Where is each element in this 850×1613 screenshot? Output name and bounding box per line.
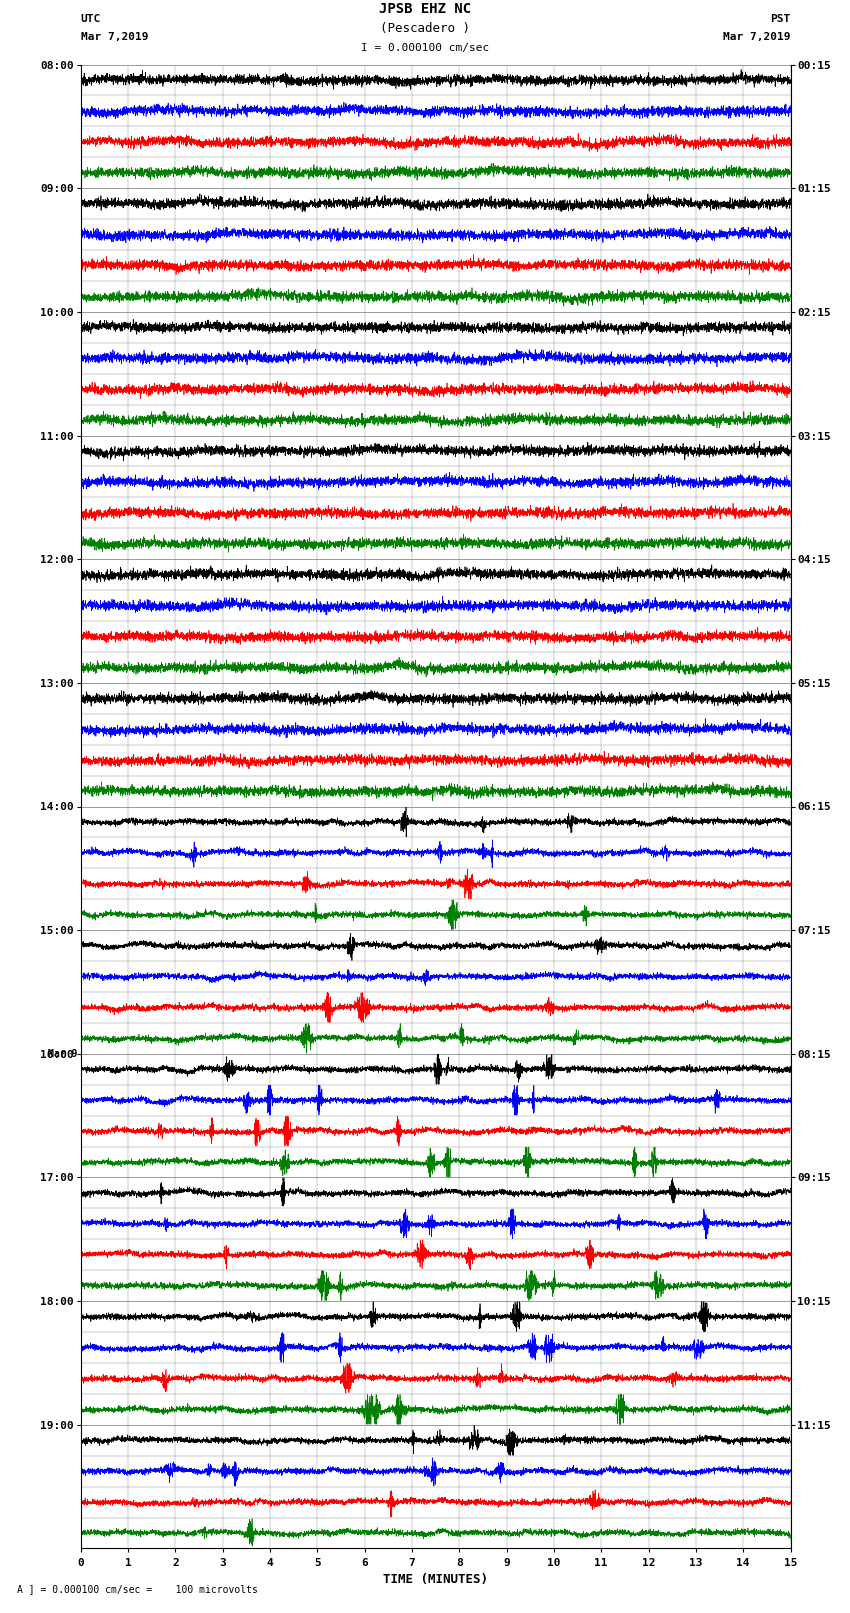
Text: Mar 7,2019: Mar 7,2019	[723, 32, 791, 42]
Text: PST: PST	[770, 15, 790, 24]
Text: Mar 9: Mar 9	[48, 1048, 77, 1058]
Text: Mar 7,2019: Mar 7,2019	[81, 32, 148, 42]
Text: UTC: UTC	[81, 15, 101, 24]
Text: A ] = 0.000100 cm/sec =    100 microvolts: A ] = 0.000100 cm/sec = 100 microvolts	[17, 1584, 258, 1594]
Text: JPSB EHZ NC: JPSB EHZ NC	[379, 2, 471, 16]
Text: I = 0.000100 cm/sec: I = 0.000100 cm/sec	[361, 44, 489, 53]
Text: (Pescadero ): (Pescadero )	[380, 23, 470, 35]
X-axis label: TIME (MINUTES): TIME (MINUTES)	[383, 1573, 488, 1586]
